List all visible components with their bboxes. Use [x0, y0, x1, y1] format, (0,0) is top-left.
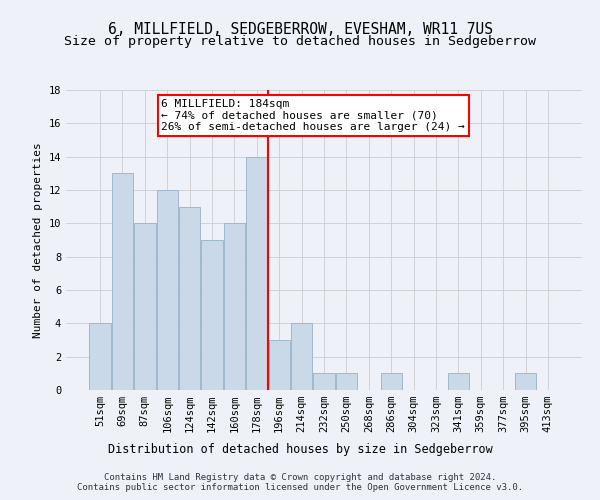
Text: 6, MILLFIELD, SEDGEBERROW, EVESHAM, WR11 7US: 6, MILLFIELD, SEDGEBERROW, EVESHAM, WR11… — [107, 22, 493, 38]
Bar — [157, 190, 178, 390]
Text: Size of property relative to detached houses in Sedgeberrow: Size of property relative to detached ho… — [64, 35, 536, 48]
Y-axis label: Number of detached properties: Number of detached properties — [33, 142, 43, 338]
Bar — [291, 324, 312, 390]
Bar — [179, 206, 200, 390]
Text: 6 MILLFIELD: 184sqm
← 74% of detached houses are smaller (70)
26% of semi-detach: 6 MILLFIELD: 184sqm ← 74% of detached ho… — [161, 99, 465, 132]
Bar — [134, 224, 155, 390]
Bar — [269, 340, 290, 390]
Bar — [112, 174, 133, 390]
Bar — [246, 156, 268, 390]
Text: Contains HM Land Registry data © Crown copyright and database right 2024.
Contai: Contains HM Land Registry data © Crown c… — [77, 472, 523, 492]
Bar — [224, 224, 245, 390]
Bar — [202, 240, 223, 390]
Text: Distribution of detached houses by size in Sedgeberrow: Distribution of detached houses by size … — [107, 442, 493, 456]
Bar — [515, 374, 536, 390]
Bar — [313, 374, 335, 390]
Bar — [89, 324, 111, 390]
Bar — [336, 374, 357, 390]
Bar — [448, 374, 469, 390]
Bar — [380, 374, 402, 390]
